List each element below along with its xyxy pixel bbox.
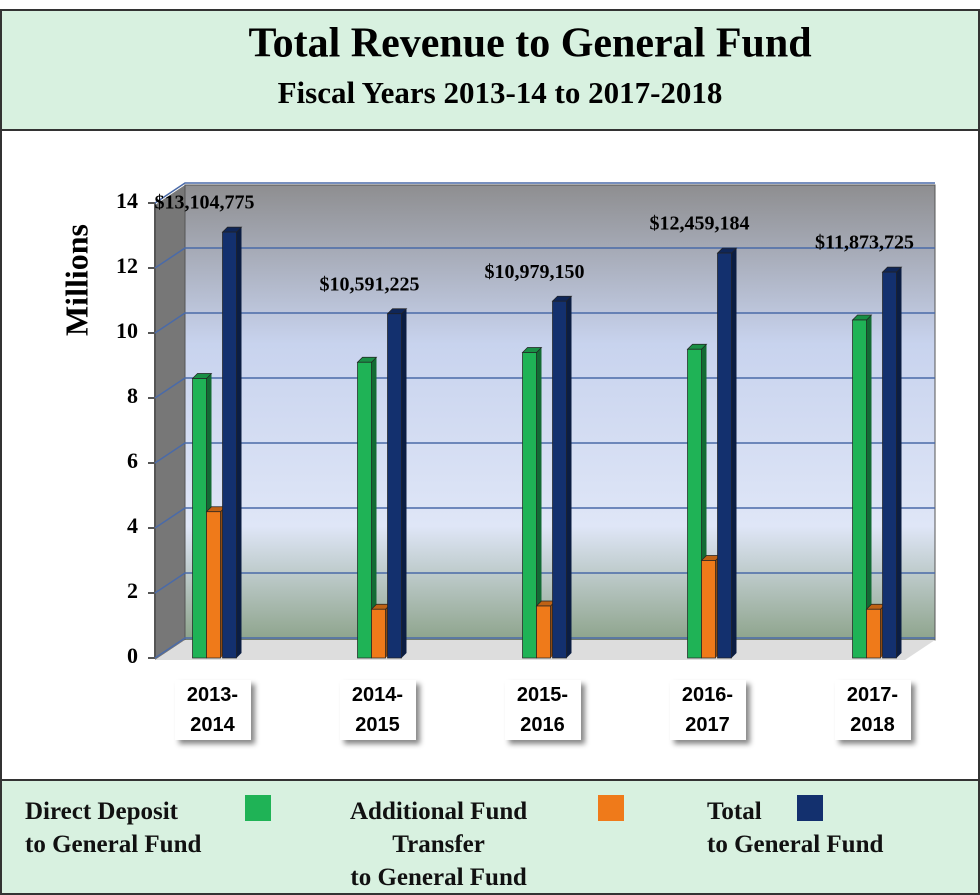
- bar-side: [401, 308, 407, 658]
- legend-label: Direct Deposit to General Fund: [25, 798, 202, 858]
- chart-title: Total Revenue to General Fund: [248, 21, 811, 67]
- bar-side: [731, 248, 737, 658]
- x-tick-label: 2016- 2017: [669, 680, 746, 740]
- bar-side: [371, 357, 377, 658]
- grid-line: [154, 247, 935, 269]
- y-tick-label: 2: [127, 578, 138, 603]
- data-label: $11,873,725: [815, 232, 914, 254]
- bar-side: [866, 315, 872, 658]
- y-tick-label: 6: [127, 448, 138, 473]
- bar: [222, 231, 237, 659]
- bar-side: [896, 267, 902, 658]
- y-tick-label: 12: [116, 253, 138, 278]
- bar: [536, 605, 551, 659]
- legend-label: Additional Fund Transfer to General Fund: [350, 798, 528, 891]
- grid-line: [154, 182, 935, 204]
- title-box: [0, 9, 980, 131]
- grid-line: [154, 507, 935, 529]
- chart-subtitle: Fiscal Years 2013-14 to 2017-2018: [278, 75, 723, 110]
- y-tick-label: 10: [116, 318, 138, 343]
- bar: [552, 300, 567, 659]
- y-axis-label: Millions: [58, 224, 94, 336]
- x-tick-label: 2015- 2016: [504, 680, 581, 740]
- bar: [387, 313, 402, 659]
- grid-line: [154, 312, 935, 334]
- legend-label: Total to General Fund: [707, 798, 884, 858]
- legend-swatch: [245, 795, 271, 821]
- bar: [192, 378, 207, 659]
- data-label: $10,979,150: [485, 261, 585, 283]
- bar: [866, 608, 881, 659]
- bar: [357, 361, 372, 659]
- x-tick-label: 2014- 2015: [339, 680, 416, 740]
- legend-swatch: [598, 795, 624, 821]
- bar: [522, 352, 537, 659]
- bar: [852, 319, 867, 659]
- bar: [206, 511, 221, 659]
- x-tick-label: 2013- 2014: [174, 680, 251, 740]
- grid-line: [154, 442, 935, 464]
- legend-swatch: [797, 795, 823, 821]
- y-tick-label: 0: [127, 643, 138, 668]
- bar: [882, 271, 897, 659]
- y-tick-label: 8: [127, 383, 138, 408]
- bar: [371, 608, 386, 659]
- data-label: $13,104,775: [155, 192, 255, 214]
- grid-line: [154, 637, 935, 659]
- x-tick-label: 2017- 2018: [834, 680, 911, 740]
- bar: [687, 348, 702, 659]
- data-label: $12,459,184: [650, 213, 750, 235]
- grid-line: [154, 572, 935, 594]
- bar-side: [236, 227, 242, 658]
- data-label: $10,591,225: [320, 273, 420, 295]
- y-tick-label: 14: [116, 188, 138, 213]
- bar-side: [536, 347, 542, 658]
- bar-side: [566, 296, 572, 658]
- y-tick-label: 4: [127, 513, 138, 538]
- grid-line: [154, 377, 935, 399]
- bar: [717, 252, 732, 659]
- side-wall: [155, 185, 185, 660]
- bar: [701, 560, 716, 659]
